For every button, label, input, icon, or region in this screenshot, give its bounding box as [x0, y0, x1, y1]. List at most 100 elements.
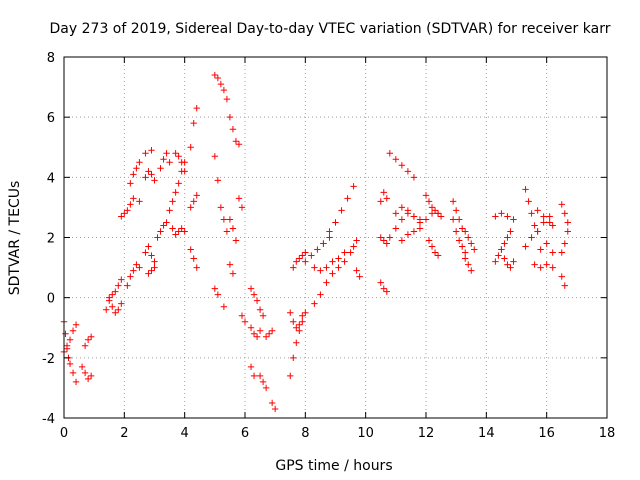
data-point	[528, 234, 535, 241]
data-point	[510, 216, 517, 223]
data-series-arc-56	[449, 216, 469, 256]
data-point	[465, 234, 472, 241]
data-point	[220, 216, 228, 223]
x-tick-label: 10	[357, 426, 374, 441]
data-point	[299, 252, 306, 259]
data-point	[160, 156, 167, 163]
data-point	[238, 204, 246, 211]
data-series-arc-57	[462, 228, 478, 253]
data-point	[130, 171, 137, 178]
data-point	[549, 249, 556, 256]
data-point	[302, 249, 309, 256]
data-point	[148, 267, 155, 274]
data-series-arc-24	[217, 204, 231, 235]
y-tick-label: -2	[42, 352, 55, 367]
data-series-arc-02	[60, 321, 80, 356]
data-series-arc-58	[462, 255, 475, 274]
data-series-arc-13	[154, 219, 170, 241]
data-series-arc-38	[290, 249, 309, 271]
data-point	[549, 264, 556, 271]
data-point	[112, 309, 119, 316]
data-point	[145, 270, 152, 277]
data-point	[455, 237, 463, 244]
data-point	[431, 207, 439, 214]
data-point	[151, 264, 158, 271]
x-tick-label: 14	[478, 426, 495, 441]
data-point	[543, 261, 550, 268]
data-point	[226, 261, 234, 268]
data-series-arc-69	[558, 273, 568, 289]
data-point	[151, 258, 158, 265]
data-series-arc-41	[311, 249, 348, 274]
data-point	[211, 285, 219, 292]
data-point	[507, 228, 514, 235]
data-point	[299, 312, 306, 319]
data-point	[136, 264, 143, 271]
data-point	[178, 225, 185, 232]
data-point	[127, 180, 134, 187]
data-point	[416, 225, 424, 232]
data-point	[214, 177, 222, 184]
data-point	[561, 240, 568, 247]
data-point	[504, 213, 511, 220]
data-point	[422, 192, 430, 199]
data-point	[428, 243, 436, 250]
data-point	[118, 300, 125, 307]
data-point	[84, 336, 92, 343]
data-point	[498, 246, 505, 253]
y-tick-label: 6	[47, 111, 55, 126]
data-point	[160, 222, 167, 229]
data-point	[296, 327, 303, 334]
data-point	[561, 210, 568, 217]
data-point	[217, 80, 225, 88]
data-point	[145, 243, 152, 250]
data-series-arc-63	[522, 213, 553, 250]
data-point	[169, 225, 176, 232]
data-point	[398, 204, 406, 211]
data-point	[190, 198, 197, 205]
data-series-arc-35	[262, 327, 276, 340]
data-point	[229, 126, 237, 133]
data-point	[290, 264, 297, 271]
data-point	[193, 192, 200, 199]
data-point	[148, 252, 155, 259]
x-tick-label: 6	[241, 426, 249, 441]
data-point	[410, 174, 418, 181]
data-series-arc-05	[103, 276, 125, 313]
data-series-arc-09	[127, 147, 155, 187]
data-series-arc-52	[398, 225, 424, 244]
data-point	[434, 210, 442, 217]
data-point	[259, 312, 267, 319]
data-point	[265, 330, 273, 337]
data-series-arc-20	[187, 246, 200, 271]
data-point	[425, 198, 433, 205]
data-point	[383, 195, 390, 202]
data-point	[504, 234, 511, 241]
data-point	[187, 144, 194, 151]
data-point	[510, 258, 517, 265]
data-point	[226, 113, 234, 121]
data-point	[127, 201, 134, 208]
x-tick-label: 18	[599, 426, 616, 441]
data-point	[72, 378, 80, 386]
data-series-arc-21	[211, 71, 225, 88]
grid-lines	[64, 57, 607, 418]
data-point	[250, 291, 258, 298]
data-point	[431, 249, 439, 256]
data-point	[148, 171, 155, 178]
data-point	[293, 324, 300, 331]
y-tick-label: 4	[47, 171, 55, 186]
data-point	[166, 207, 173, 214]
data-point	[299, 318, 306, 325]
data-series-arc-04	[81, 333, 95, 349]
data-point	[404, 207, 412, 214]
data-point	[136, 198, 143, 205]
data-point	[181, 168, 188, 175]
data-point	[468, 267, 475, 274]
data-point	[425, 237, 433, 244]
data-point	[223, 228, 231, 235]
data-point	[459, 225, 466, 232]
data-point	[465, 261, 472, 268]
y-tick-label: 8	[47, 51, 55, 66]
